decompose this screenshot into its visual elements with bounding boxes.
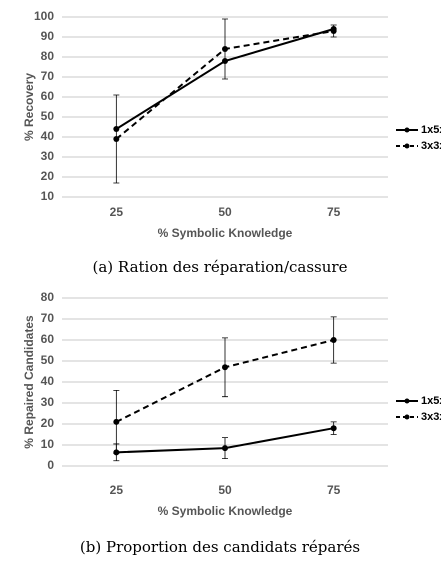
y-tick-label: 50 (41, 353, 55, 367)
point (222, 445, 228, 452)
x-axis-title: % Symbolic Knowledge (158, 504, 293, 518)
point (330, 28, 337, 34)
y-tick-label: 70 (41, 311, 55, 325)
y-tick-label: 20 (41, 169, 55, 183)
legend-marker (404, 143, 410, 149)
point (222, 46, 228, 52)
y-axis-title: % Recovery (22, 73, 36, 141)
y-tick-label: 60 (41, 89, 55, 103)
legend-label: 3x3x3 (421, 411, 441, 423)
y-tick-label: 90 (41, 29, 55, 43)
y-tick-label: 80 (41, 49, 55, 63)
x-tick-label: 75 (327, 205, 341, 219)
legend-marker (404, 398, 410, 404)
y-axis-title: % Repaired Candidates (22, 315, 36, 449)
x-tick-label: 75 (327, 483, 341, 497)
y-tick-label: 80 (41, 290, 55, 304)
y-tick-label: 70 (41, 69, 55, 83)
point (330, 337, 337, 343)
point (113, 136, 120, 142)
y-tick-label: 50 (41, 109, 55, 123)
caption: (a) Ration des réparation/cassure (93, 258, 348, 276)
y-tick-label: 10 (41, 189, 55, 203)
legend-label: 3x3x3 (421, 140, 441, 152)
legend-label: 1x5x4 (421, 395, 441, 407)
x-tick-label: 50 (218, 483, 232, 497)
y-tick-label: 60 (41, 332, 55, 346)
y-tick-label: 20 (41, 416, 55, 430)
legend-marker (404, 127, 410, 133)
y-tick-label: 30 (41, 395, 55, 409)
x-tick-label: 25 (110, 205, 124, 219)
y-tick-label: 0 (47, 458, 54, 472)
legend-label: 1x5x4 (421, 124, 441, 136)
caption: (b) Proportion des candidats réparés (80, 538, 360, 556)
y-tick-label: 40 (41, 129, 55, 143)
y-tick-label: 10 (41, 437, 55, 451)
x-tick-label: 25 (110, 483, 124, 497)
x-tick-label: 50 (218, 205, 232, 219)
y-tick-label: 30 (41, 149, 55, 163)
y-tick-label: 100 (34, 9, 54, 23)
y-tick-label: 40 (41, 374, 55, 388)
point (222, 364, 228, 371)
x-axis-title: % Symbolic Knowledge (158, 226, 293, 240)
point (330, 425, 337, 432)
point (113, 418, 120, 425)
legend-marker (404, 414, 410, 420)
